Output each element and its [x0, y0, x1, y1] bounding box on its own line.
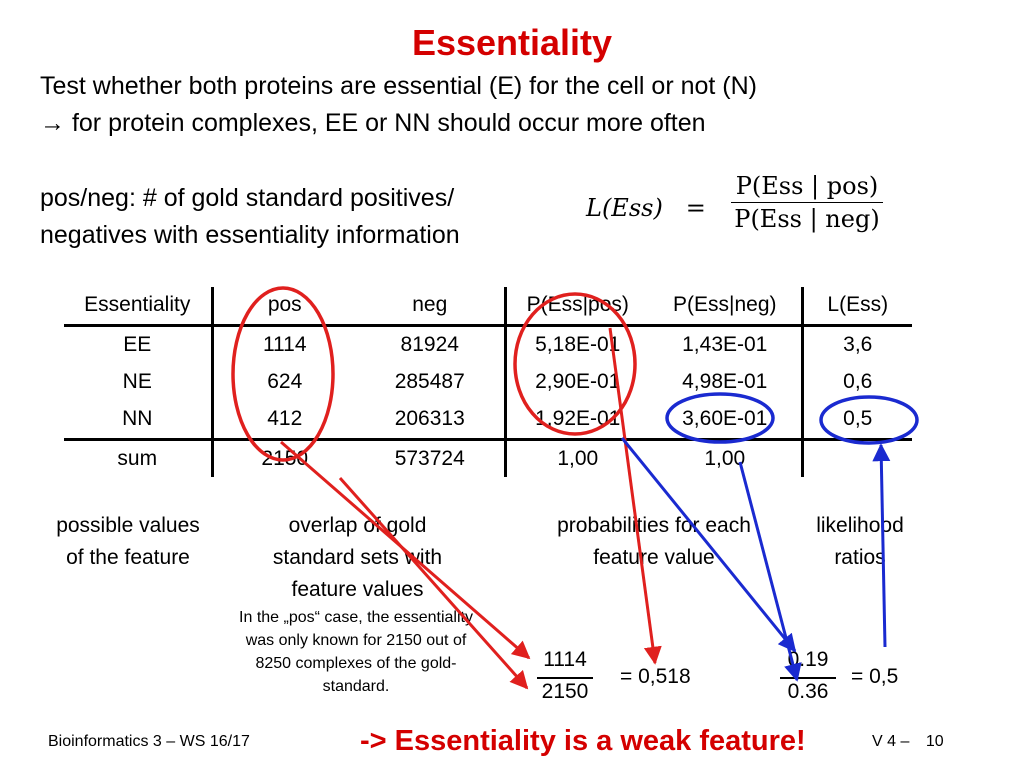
calc2-result: = 0,5 [851, 665, 899, 688]
lecture-label: V 4 – [872, 733, 910, 750]
calc1-fraction-bar [537, 677, 593, 679]
fraction-bar [731, 202, 883, 203]
course-footer: Bioinformatics 3 – WS 16/17 [48, 733, 250, 750]
header-l-ess: L(Ess) [802, 287, 912, 327]
header-p-ess-pos: P(Ess|pos) [505, 287, 649, 327]
table-row: NE 624 285487 2,90E-01 4,98E-01 0,6 [64, 363, 912, 401]
header-pos: pos [212, 287, 356, 327]
table-cell: 81924 [356, 325, 507, 363]
table-cell: 2150 [261, 446, 309, 470]
calc1-result: = 0,518 [620, 665, 691, 688]
table-sum-row: sum 2150 573724 1,00 1,00 [64, 439, 912, 477]
table-cell: 5,18E-01 [535, 332, 621, 356]
calc2-denominator: 0.36 [787, 680, 829, 703]
pos-case-note: In the „pos“ case, the essentiality was … [239, 609, 473, 695]
formula-denominator: P(Ess | neg) [734, 205, 880, 233]
table-cell: EE [64, 325, 214, 363]
table-cell: 3,6 [843, 332, 873, 356]
formula-equals: = [685, 194, 706, 222]
definition-line-2: negatives with essentiality information [40, 221, 460, 249]
table-cell: 1,92E-01 [505, 401, 649, 441]
table-row: NN 412 206313 1,92E-01 3,60E-01 0,5 [64, 401, 912, 441]
table-cell: 4,98E-01 [649, 363, 804, 401]
essentiality-table: Essentiality pos neg P(Ess|pos) P(Ess|ne… [64, 287, 912, 477]
calc2-fraction-bar [780, 677, 836, 679]
calc2-numerator: 0.19 [787, 648, 829, 671]
table-cell: 3,60E-01 [649, 401, 804, 441]
table-cell: NN [64, 401, 214, 441]
table-cell: 2,90E-01 [535, 370, 621, 393]
table-cell: sum [64, 439, 214, 477]
caption-likelihood: likelihood ratios [816, 514, 904, 569]
caption-probabilities: probabilities for each feature value [557, 514, 751, 569]
table-cell: 412 [212, 401, 356, 441]
header-p-ess-neg: P(Ess|neg) [649, 287, 804, 327]
formula-numerator: P(Ess | pos) [735, 172, 879, 200]
definition-line-1: pos/neg: # of gold standard positives/ [40, 184, 455, 212]
slide-title: Essentiality [411, 22, 613, 63]
calc1-denominator: 2150 [541, 680, 589, 703]
caption-overlap: overlap of gold standard sets with featu… [272, 514, 443, 601]
table-cell: 206313 [356, 401, 507, 441]
table-cell: NE [64, 363, 214, 401]
table-cell: 624 [267, 370, 303, 393]
table-cell: 285487 [356, 363, 507, 401]
calc-likelihood: 0.19 0.36 = 0,5 [773, 648, 953, 708]
table-cell: 1114 [262, 332, 307, 356]
conclusion-text: -> Essentiality is a weak feature! [360, 725, 806, 757]
lecture-footer: V 4 – 10 [872, 733, 944, 751]
calc1-numerator: 1114 [543, 648, 587, 671]
formula-lhs: L(Ess) [586, 194, 663, 222]
table-cell: 1,00 [649, 439, 804, 477]
header-neg: neg [356, 287, 507, 327]
calc-p-ess-pos: 1114 2150 = 0,518 [530, 648, 730, 708]
header-essentiality: Essentiality [64, 287, 214, 327]
intro-line-2: → for protein complexes, EE or NN should… [40, 109, 706, 137]
table-cell: 0,6 [843, 370, 873, 393]
table-header-row: Essentiality pos neg P(Ess|pos) P(Ess|ne… [64, 287, 912, 327]
table-cell: 573724 [356, 439, 507, 477]
table-cell: 1,00 [557, 446, 599, 470]
table-cell [802, 439, 912, 477]
table-row: EE 1114 81924 5,18E-01 1,43E-01 3,6 [64, 325, 912, 363]
table-cell: 1,43E-01 [649, 325, 804, 363]
caption-feature-values: possible values of the feature [56, 514, 200, 569]
intro-line-1: Test whether both proteins are essential… [40, 72, 757, 100]
page-number: 10 [925, 733, 944, 750]
table-cell: 0,5 [802, 401, 912, 441]
